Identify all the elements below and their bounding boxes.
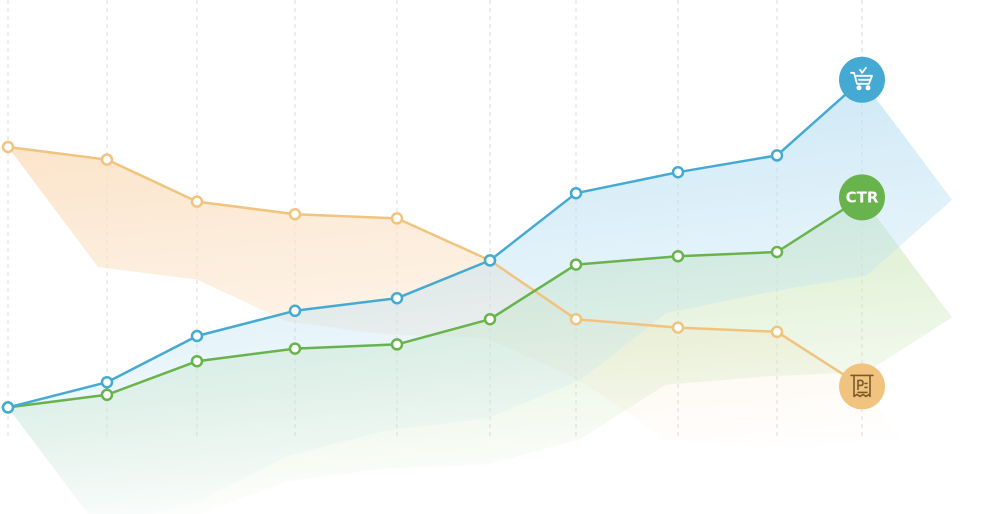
cost-badge [839,363,885,410]
cost-point [190,195,204,208]
ctr-point [190,354,204,368]
ctr-point [288,342,302,355]
chart-points [1,140,784,414]
ctr-point [390,338,404,351]
orders-point [483,254,497,267]
orders-point [770,149,784,162]
orders-point [390,291,404,305]
orders-point [569,186,583,200]
orders-point [100,375,114,389]
cost-point [569,312,583,326]
orders-line [7,78,863,409]
cart-icon [850,66,873,91]
ctr-point [483,312,497,326]
cost-point [390,212,404,225]
orders-badge [839,56,885,103]
orders-point [288,304,302,318]
cost-point [288,207,302,221]
ctr-badge-label: CTR [846,188,879,206]
ctr-point [569,258,583,271]
orders-point [671,165,685,179]
orders-point [1,401,15,414]
ctr-point [100,388,114,402]
chart-badges: CTR [839,56,885,410]
ctr-point [770,245,784,259]
cost-line [7,145,863,388]
receipt-icon [850,374,874,398]
chart-lines [7,78,863,409]
cost-point [100,153,114,166]
ctr-point [671,249,685,263]
ctr-badge: CTR [839,174,885,221]
cost-point [770,325,784,339]
ctr-line [7,196,863,409]
cost-point [671,321,685,334]
chart-areas [8,79,952,514]
orders-area [8,79,952,514]
cost-point [1,140,15,154]
orders-point [190,329,204,343]
